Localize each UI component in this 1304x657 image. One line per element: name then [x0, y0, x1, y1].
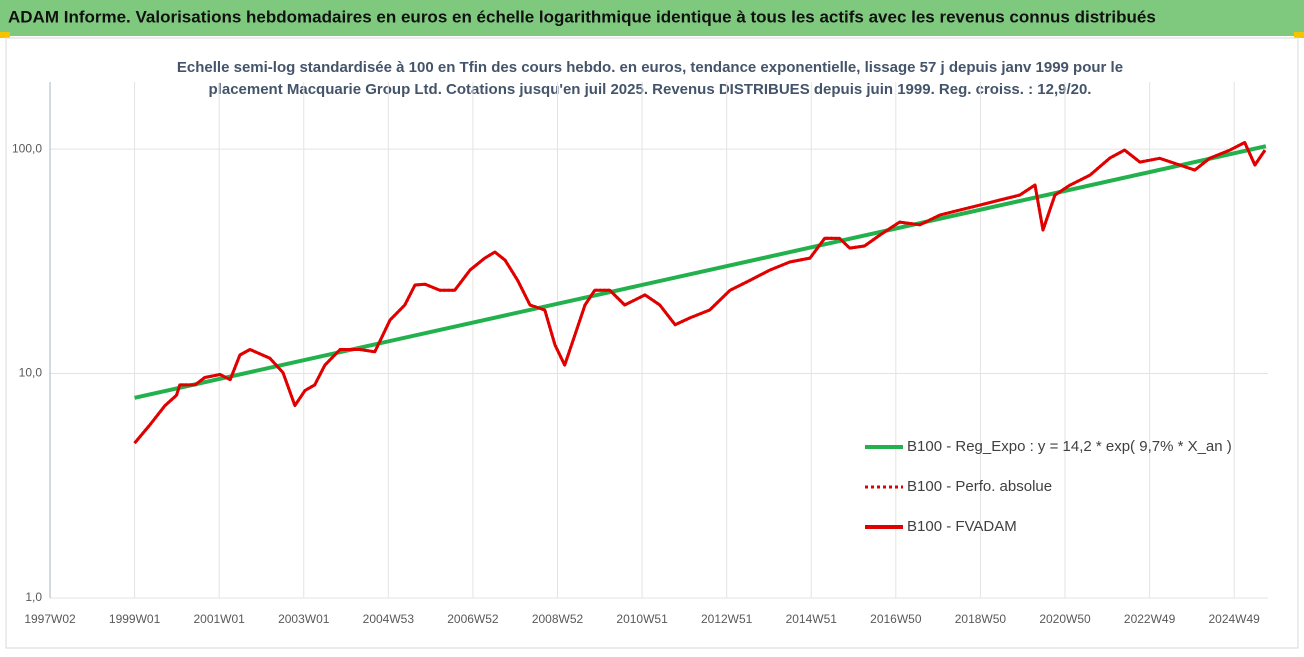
chart-subtitle: placement Macquarie Group Ltd. Cotations…: [209, 81, 1092, 98]
x-tick-label: 1999W01: [109, 612, 161, 626]
x-tick-label: 2016W50: [870, 612, 922, 626]
chart-title: ADAM Informe. Valorisations hebdomadaire…: [8, 7, 1156, 26]
legend-label: B100 - FVADAM: [907, 518, 1017, 535]
legend-label: B100 - Reg_Expo : y = 14,2 * exp( 9,7% *…: [907, 438, 1232, 455]
corner-accent: [0, 32, 10, 38]
x-tick-label: 2024W49: [1208, 612, 1260, 626]
legend-label: B100 - Perfo. absolue: [907, 478, 1052, 495]
x-tick-label: 2004W53: [363, 612, 415, 626]
header-bar: [0, 0, 1304, 36]
series-line: [134, 144, 1267, 400]
series-line: [133, 141, 1267, 445]
chart-frame: [5, 37, 1299, 649]
y-tick-label: 10,0: [19, 366, 43, 380]
x-tick-label: 2010W51: [616, 612, 668, 626]
x-tick-label: 2006W52: [447, 612, 499, 626]
y-tick-label: 100,0: [12, 141, 42, 155]
plot-area: 1,0 10,0 100,0 1997W02 1999W01 2001W01 2003W01…: [12, 82, 1268, 626]
x-tick-label: 2020W50: [1039, 612, 1091, 626]
x-tick-label: 2022W49: [1124, 612, 1176, 626]
chart-subtitle: Echelle semi-log standardisée à 100 en T…: [177, 59, 1123, 76]
y-tick-label: 1,0: [25, 590, 42, 604]
x-tick-label: 2014W51: [786, 612, 838, 626]
x-tick-label: 2018W50: [955, 612, 1007, 626]
corner-accent: [1294, 32, 1304, 38]
x-tick-label: 1997W02: [24, 612, 76, 626]
x-tick-label: 2003W01: [278, 612, 330, 626]
x-tick-label: 2008W52: [532, 612, 584, 626]
x-tick-label: 2012W51: [701, 612, 753, 626]
x-tick-label: 2001W01: [193, 612, 245, 626]
